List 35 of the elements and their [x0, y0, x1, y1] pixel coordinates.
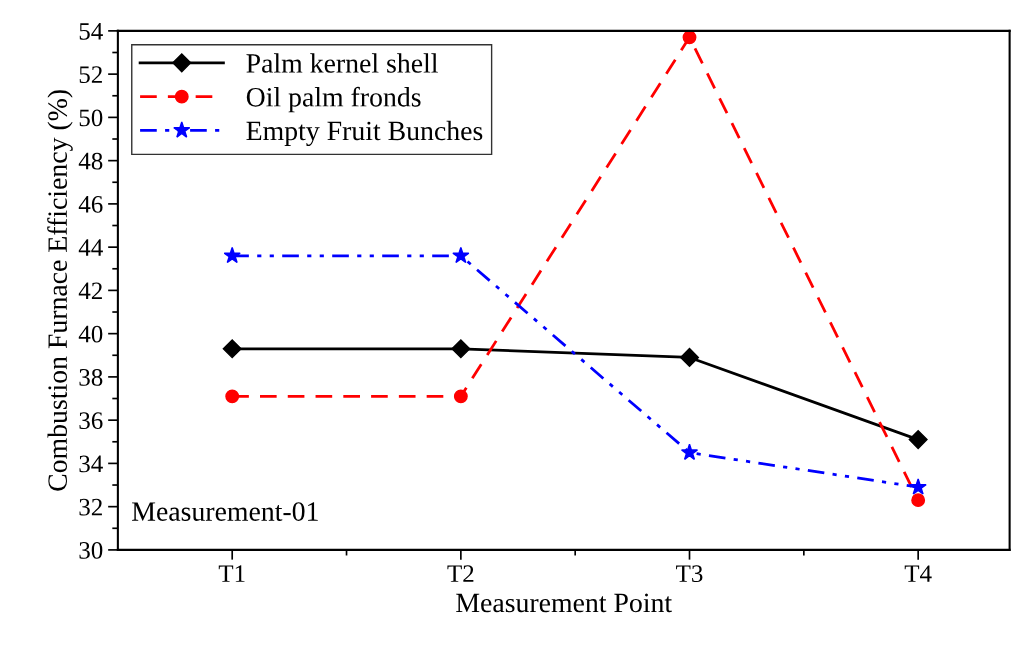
y-tick-label: 52 — [79, 66, 102, 84]
legend-label: Empty Fruit Bunches — [246, 120, 483, 147]
y-tick-label: 48 — [78, 152, 103, 170]
y-tick-label: 40 — [78, 325, 103, 343]
y-tick-label: 38 — [79, 368, 103, 386]
point — [452, 246, 470, 264]
point — [911, 493, 926, 508]
point — [909, 478, 927, 495]
y-tick-label: 36 — [79, 412, 103, 430]
point — [908, 430, 928, 450]
y-tick-label: 30 — [79, 541, 103, 559]
y-tick-label: 46 — [78, 196, 103, 213]
point — [225, 389, 240, 404]
point — [680, 443, 699, 461]
point — [679, 347, 700, 367]
x-tick-label: T2 — [447, 565, 474, 582]
annotation: Measurement-01 — [132, 502, 318, 521]
legend-label: Palm kernel shell — [246, 53, 438, 73]
y-tick-label: 44 — [78, 239, 103, 256]
point — [223, 246, 241, 264]
x-axis-title: Measurement Point — [456, 593, 672, 613]
point — [682, 30, 697, 45]
y-tick-label: 32 — [79, 498, 102, 516]
x-tick-label: T3 — [676, 565, 703, 583]
x-tick-label: T1 — [218, 565, 245, 582]
point — [222, 339, 242, 359]
legend-label: Oil palm fronds — [246, 86, 421, 113]
y-tick-label: 54 — [79, 23, 103, 40]
y-tick-label: 34 — [79, 455, 103, 473]
y-tick-label: 50 — [79, 109, 103, 127]
x-tick-label: T4 — [904, 565, 932, 582]
y-tick-label: 42 — [78, 282, 102, 300]
point — [451, 339, 471, 359]
y-axis-title: Combustion Furnace Efficiency (%) — [47, 90, 73, 491]
point — [453, 389, 468, 404]
